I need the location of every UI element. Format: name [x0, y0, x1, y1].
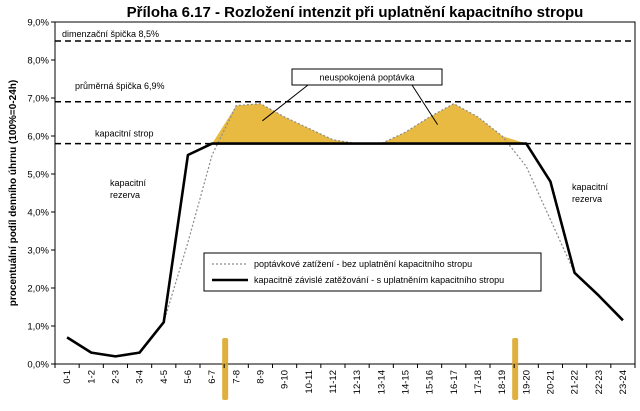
y-tick-label: 3,0% — [27, 246, 49, 257]
x-tick-label: 22-23 — [594, 370, 605, 394]
series-line-demand — [66, 103, 624, 358]
legend-box — [203, 252, 542, 292]
unmet-demand-pointer — [262, 84, 309, 122]
unmet-demand-area-1 — [212, 103, 358, 144]
x-axis-ticks: 0-1 1-2 2-3 3-4 4-5 5-6 6-7 7-8 8-9 9-10 10-11 11-1… — [54, 364, 636, 394]
x-tick-label: 23-24 — [618, 370, 629, 394]
reference-line-label: průměrná špička 6,9% — [75, 81, 165, 91]
x-tick-label: 12-13 — [352, 370, 363, 394]
x-tick-label: 3-4 — [135, 370, 146, 384]
series-line-capacity — [66, 142, 624, 358]
unmet-demand-box — [291, 68, 443, 86]
chart-title: Příloha 6.17 - Rozložení intenzit při up… — [127, 4, 584, 21]
x-tick-label: 0-1 — [62, 370, 73, 384]
reference-lines: dimenzační špička 8,5% průměrná špička 6,… — [55, 29, 635, 145]
x-tick-label: 11-12 — [328, 370, 339, 394]
highlight-marker-19-20 — [512, 338, 519, 400]
reserve-left-label: rezerva — [110, 190, 140, 200]
reference-line-label: kapacitní strop — [95, 129, 154, 139]
x-tick-label: 17-18 — [473, 370, 484, 394]
x-tick-label: 13-14 — [376, 370, 387, 394]
x-tick-label: 4-5 — [159, 370, 170, 384]
y-tick-label: 1,0% — [27, 322, 49, 333]
y-tick-label: 5,0% — [27, 170, 49, 181]
annotations: neuspokojená poptávka kapacitní rezerva kap… — [110, 68, 609, 204]
unmet-demand-areas — [212, 103, 527, 144]
y-tick-label: 4,0% — [27, 208, 49, 219]
legend: poptávkové zatížení - bez uplatnění kapa… — [203, 252, 542, 292]
y-tick-label: 0,0% — [27, 360, 49, 371]
x-tick-label: 10-11 — [304, 370, 315, 394]
x-tick-label: 2-3 — [110, 370, 121, 384]
y-tick-label: 2,0% — [27, 284, 49, 295]
series-lines — [66, 103, 624, 358]
legend-label-demand: poptávkové zatížení - bez uplatnění kapa… — [254, 259, 472, 269]
x-tick-label: 19-20 — [521, 370, 532, 394]
y-tick-label: 6,0% — [27, 132, 49, 143]
highlight-marks — [222, 338, 519, 400]
y-tick-label: 7,0% — [27, 94, 49, 105]
legend-label-capacity: kapacitně závislé zatěžování - s uplatně… — [254, 275, 504, 285]
x-tick-label: 6-7 — [207, 370, 218, 384]
x-tick-label: 5-6 — [183, 370, 194, 384]
reserve-right-label: rezerva — [572, 194, 602, 204]
unmet-demand-pointer — [411, 84, 439, 125]
x-tick-label: 16-17 — [449, 370, 460, 394]
y-axis-ticks: 0,0% 1,0% 2,0% 3,0% 4,0% 5,0% 6,0% 7,0% 8,0% 9,0% — [27, 18, 55, 371]
x-tick-label: 15-16 — [425, 370, 436, 394]
unmet-demand-area-2 — [381, 103, 527, 144]
y-axis-label: procentuální podíl denního úhrnu (100%=0… — [8, 80, 19, 306]
y-tick-label: 9,0% — [27, 18, 49, 29]
x-tick-label: 14-15 — [400, 370, 411, 394]
y-tick-label: 8,0% — [27, 56, 49, 67]
x-tick-label: 9-10 — [280, 370, 291, 389]
x-tick-label: 7-8 — [231, 370, 242, 384]
x-tick-label: 1-2 — [86, 370, 97, 384]
reserve-left-label: kapacitní — [110, 178, 147, 188]
x-tick-label: 21-22 — [570, 370, 581, 394]
highlight-marker-7-8 — [222, 338, 229, 400]
reference-line-label: dimenzační špička 8,5% — [62, 29, 159, 39]
x-tick-label: 20-21 — [545, 370, 556, 394]
x-tick-label: 8-9 — [255, 370, 266, 384]
x-tick-label: 18-19 — [497, 370, 508, 394]
unmet-demand-label: neuspokojená poptávka — [319, 73, 414, 83]
reserve-right-label: kapacitní — [572, 182, 609, 192]
